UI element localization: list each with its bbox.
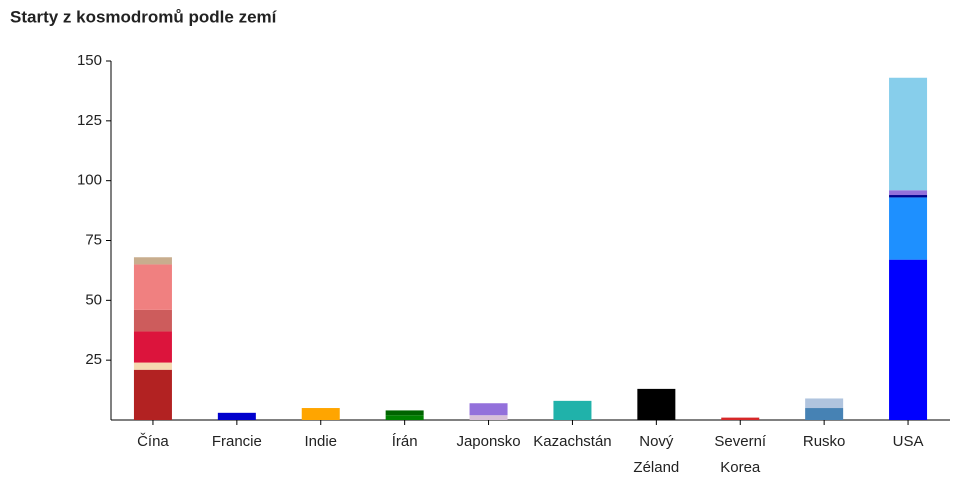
chart-title: Starty z kosmodromů podle zemí	[10, 7, 278, 26]
bar-segment	[637, 388, 676, 420]
bar-segment	[133, 257, 172, 265]
bar-segment	[889, 259, 928, 420]
x-tick-label: Japonsko	[456, 433, 520, 450]
bar-segment	[469, 403, 508, 416]
bar-segment	[301, 408, 340, 420]
y-tick-label: 25	[85, 351, 102, 368]
bar-segment	[889, 195, 928, 198]
bar-segment	[805, 398, 844, 409]
bar-segment	[133, 362, 172, 370]
x-tick-label: Nový Zéland	[633, 433, 679, 476]
y-tick-label: 75	[85, 231, 102, 248]
bar-segment	[133, 369, 172, 420]
bar-segment	[889, 77, 928, 191]
x-tick-label: USA	[893, 433, 924, 450]
bar-segment	[133, 264, 172, 310]
bar-segment	[889, 190, 928, 196]
x-tick-label: Írán	[392, 433, 418, 450]
bar-segment	[889, 197, 928, 260]
x-tick-label: Kazachstán	[533, 433, 611, 450]
x-tick-label: Francie	[212, 433, 262, 450]
bar-segment	[217, 412, 256, 420]
y-tick-label: 125	[77, 112, 102, 129]
bar-segment	[805, 408, 844, 420]
x-tick-label: Čína	[137, 433, 169, 450]
bar-segment	[385, 410, 424, 416]
x-tick-label: Rusko	[803, 433, 846, 450]
bar-segment	[133, 309, 172, 332]
y-tick-label: 100	[77, 172, 102, 189]
x-tick-label: Severní Korea	[714, 433, 767, 476]
bar-segment	[553, 400, 592, 420]
bar-segment	[721, 417, 760, 420]
bar-segment	[385, 415, 424, 420]
y-tick-label: 150	[77, 52, 102, 69]
x-tick-label: Indie	[304, 433, 337, 450]
bar-segment	[133, 331, 172, 363]
bar-segment	[469, 415, 508, 420]
y-tick-label: 50	[85, 291, 102, 308]
